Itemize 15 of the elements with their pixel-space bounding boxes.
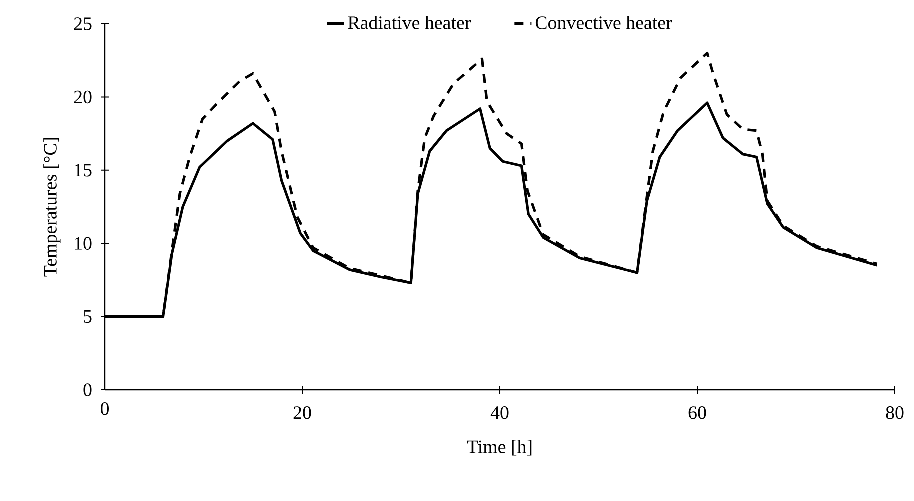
y-tick-label: 25 xyxy=(74,18,92,30)
y-tick-label: 0 xyxy=(84,384,92,396)
y-tick-label: 15 xyxy=(75,164,92,177)
x-tick-label: 80 xyxy=(886,406,904,420)
y-tick-label: 20 xyxy=(74,90,92,104)
y-tick-label: 5 xyxy=(84,310,92,324)
x-axis-title: Time [h] xyxy=(467,440,532,456)
x-tick-label: 40 xyxy=(490,406,509,420)
legend-label: Radiative heater xyxy=(348,16,472,30)
y-axis-title: Temperatures [°C] xyxy=(44,138,61,277)
x-tick-label: 60 xyxy=(688,406,706,420)
y-tick-label: 10 xyxy=(75,237,92,250)
x-tick-label: 20 xyxy=(294,406,312,420)
x-tick-label: 0 xyxy=(100,402,109,416)
legend-label: Convective heater xyxy=(536,16,672,30)
